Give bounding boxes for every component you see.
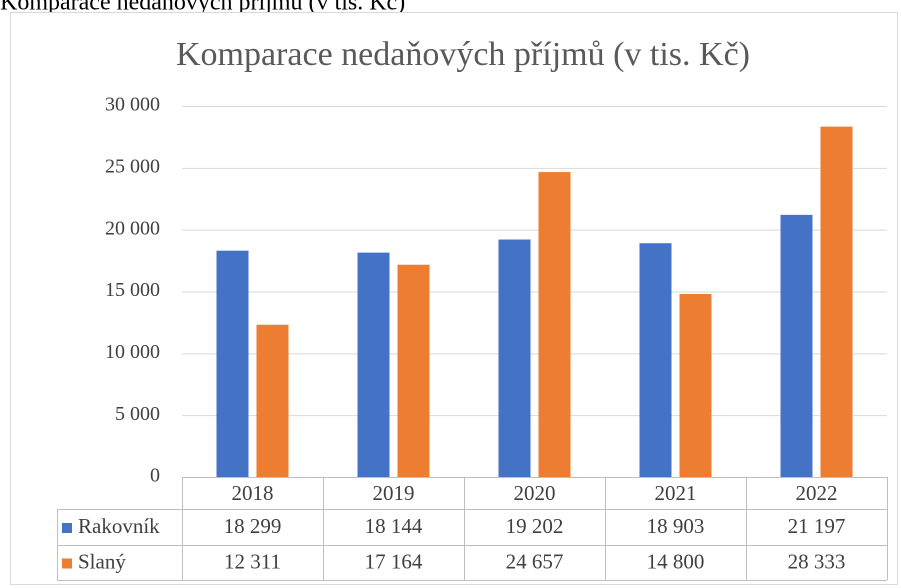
caption: Komparace nedaňových příjmů (v tis. Kč) [0, 0, 405, 16]
table-value: 21 197 [788, 514, 846, 538]
y-tick-label: 0 [150, 465, 160, 487]
table-value: 18 299 [224, 514, 282, 538]
x-tick-label: 2018 [232, 481, 274, 505]
table-value: 19 202 [506, 514, 564, 538]
bar [397, 264, 430, 477]
bar [357, 252, 390, 477]
y-tick-label: 5 000 [115, 403, 160, 425]
chart-title: Komparace nedaňových příjmů (v tis. Kč) [176, 36, 750, 73]
chart-frame [10, 12, 898, 585]
bar [679, 293, 712, 477]
x-tick-label: 2021 [655, 481, 697, 505]
legend-key [62, 558, 72, 569]
bar [820, 126, 853, 477]
bar [538, 172, 571, 477]
table-value: 28 333 [788, 549, 846, 573]
x-tick-label: 2019 [373, 481, 415, 505]
table-value: 18 903 [647, 514, 705, 538]
bar [639, 243, 672, 477]
table-value: 18 144 [365, 514, 423, 538]
x-tick-label: 2020 [514, 481, 556, 505]
table-value: 24 657 [506, 549, 564, 573]
legend-label: Rakovník [78, 514, 160, 538]
y-tick-label: 25 000 [105, 155, 160, 177]
table-value: 14 800 [647, 549, 705, 573]
y-tick-label: 10 000 [105, 341, 160, 363]
y-tick-label: 20 000 [105, 217, 160, 239]
bar [216, 250, 249, 477]
y-tick-label: 30 000 [105, 94, 160, 116]
table-value: 17 164 [365, 549, 423, 573]
legend-label: Slaný [78, 549, 126, 573]
bar [498, 239, 531, 477]
bar [256, 324, 289, 477]
table-value: 12 311 [224, 549, 281, 573]
legend-key [62, 523, 72, 533]
x-tick-label: 2022 [796, 481, 838, 505]
bar [780, 214, 813, 477]
y-tick-label: 15 000 [105, 279, 160, 301]
